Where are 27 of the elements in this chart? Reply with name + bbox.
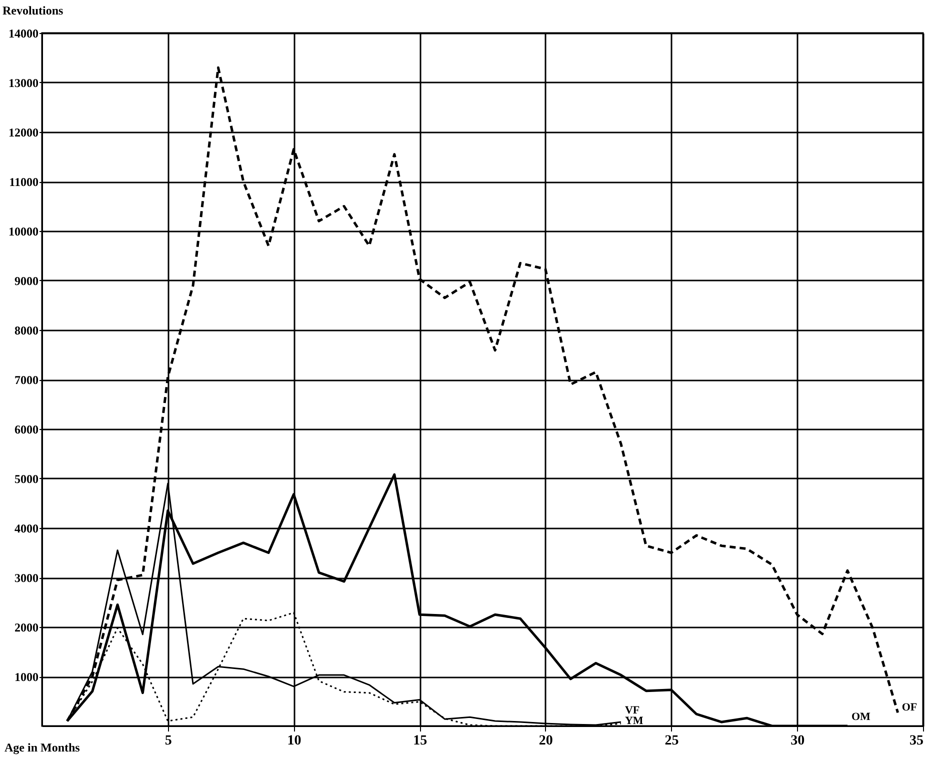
y-tick-label: 5000 <box>14 472 38 486</box>
y-tick-label: 9000 <box>14 274 38 288</box>
x-tick-label: 35 <box>910 734 924 748</box>
x-tick-label: 10 <box>287 734 302 748</box>
y-tick-label: 12000 <box>8 126 38 140</box>
x-tick-label: 25 <box>664 734 679 748</box>
y-tick-label: 14000 <box>8 26 38 40</box>
series-label: OM <box>851 711 872 723</box>
x-tick-label: 20 <box>538 734 553 748</box>
y-tick-label: 6000 <box>14 422 38 436</box>
series-label: OF <box>902 702 918 714</box>
y-tick-label: 13000 <box>8 76 38 90</box>
series-label: YM <box>624 715 644 728</box>
x-tick-label: 5 <box>164 734 172 748</box>
x-axis-title: Age in Months <box>4 740 80 754</box>
x-tick-label: 15 <box>413 734 428 748</box>
y-tick-label: 10000 <box>8 224 38 238</box>
y-tick-label: 3000 <box>14 571 38 585</box>
y-tick-label: 1000 <box>14 670 38 684</box>
x-tick-label: 30 <box>790 734 805 748</box>
series-label: VF <box>624 704 640 717</box>
y-tick-label: 7000 <box>14 373 38 387</box>
y-axis-title: Revolutions <box>2 4 64 18</box>
y-tick-label: 2000 <box>14 620 38 634</box>
y-tick-label: 11000 <box>9 175 38 189</box>
y-tick-label: 4000 <box>14 522 38 536</box>
y-tick-label: 8000 <box>14 324 38 338</box>
